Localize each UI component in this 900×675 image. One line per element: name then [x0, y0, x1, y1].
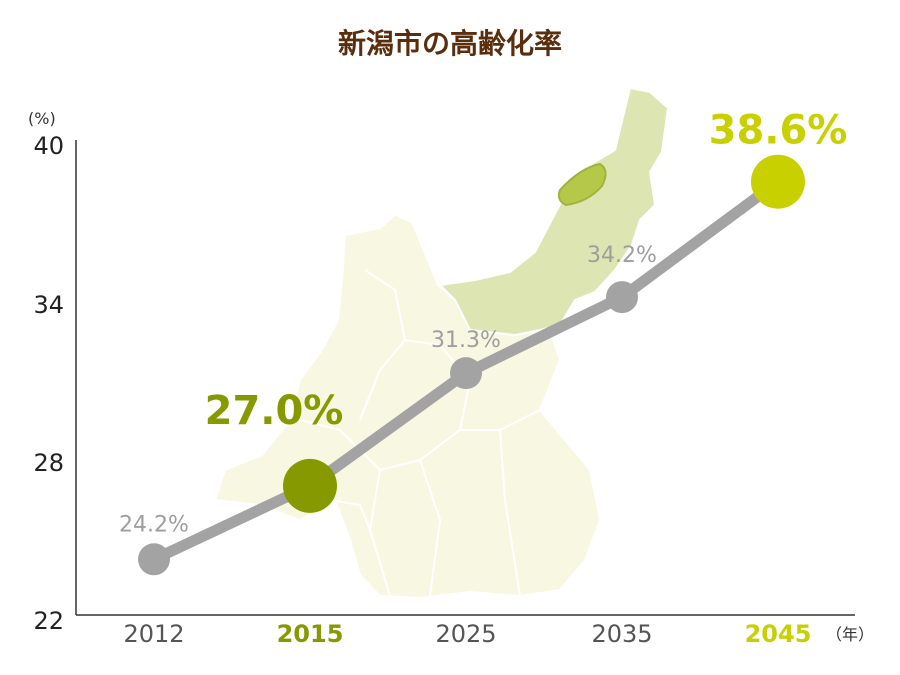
y-tick-label: 22 [33, 607, 64, 635]
y-tick-label: 28 [33, 449, 64, 477]
y-tick-label: 34 [33, 291, 64, 319]
data-point [138, 543, 170, 576]
data-point [606, 281, 638, 314]
x-axis-unit-label: （年） [826, 625, 874, 644]
x-tick-label: 2025 [435, 620, 496, 648]
data-point [751, 154, 805, 209]
data-label: 31.3% [431, 328, 501, 353]
series-layer: 24.2% 2012 27.0% 2015 31.3% 2025 34.2% 2035 38.6… [119, 108, 847, 648]
data-label: 27.0% [205, 388, 344, 434]
x-tick-label: 2015 [277, 620, 344, 648]
chart-title: 新潟市の高齢化率 [337, 27, 562, 60]
y-tick-label: 40 [33, 132, 64, 160]
x-tick-label: 2012 [123, 620, 184, 648]
data-label: 24.2% [119, 512, 189, 537]
map-niigata-city-highlight [557, 162, 607, 207]
data-label: 34.2% [587, 243, 657, 268]
data-point [450, 357, 482, 390]
y-axis-unit-label: (%) [28, 109, 56, 128]
x-tick-label: 2035 [591, 620, 652, 648]
data-label: 38.6% [709, 108, 848, 154]
data-point [283, 458, 337, 513]
x-tick-label: 2045 [745, 620, 812, 648]
map-region-niigata [437, 86, 670, 337]
